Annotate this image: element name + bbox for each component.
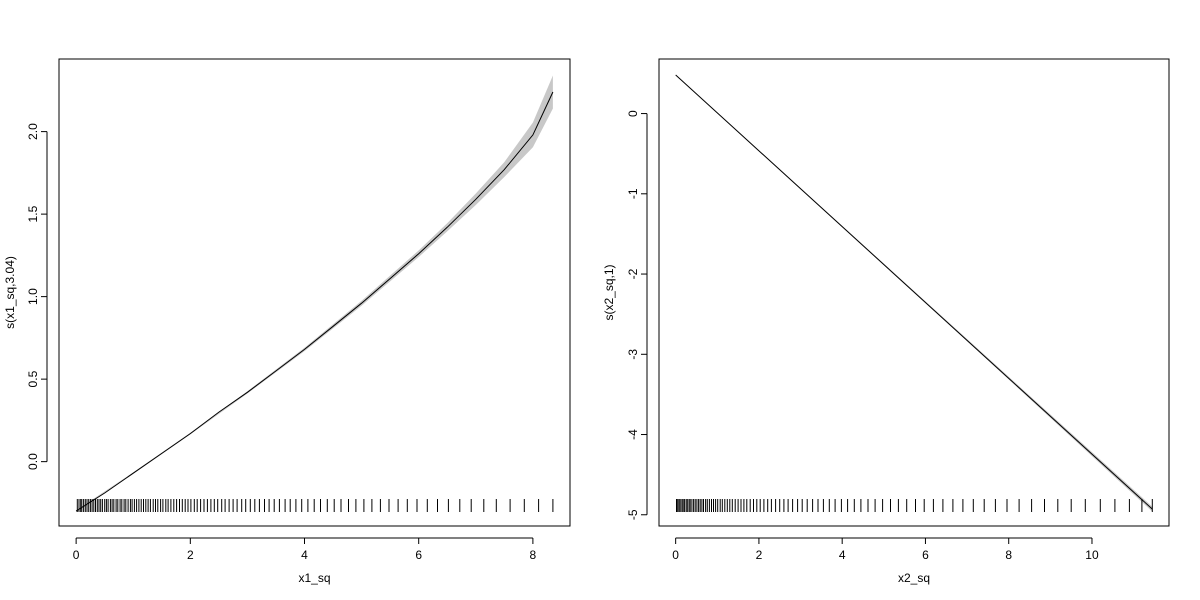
x-tick-label: 0 [672,548,679,562]
x-tick-label: 6 [922,548,929,562]
x-tick-label: 0 [73,548,80,562]
x-tick-label: 8 [1005,548,1012,562]
x-tick-label: 4 [839,548,846,562]
y-tick-label: 0.0 [26,453,40,470]
x-axis-label: x2_sq [898,571,930,585]
y-axis: 0.0 0.5 1.0 1.5 2.0 [26,123,48,470]
x-tick-label: 8 [530,548,537,562]
panel-x2-sq: 0 2 4 6 8 10 0 -1 -2 -3 -4 -5 x2_sq s(x2_sq,1) [602,58,1170,585]
panel-x1-sq: 0 2 4 6 8 0.0 0.5 1.0 1.5 2.0 x1_sq s(x1_sq,3.04… [3,58,571,585]
y-axis-label: s(x1_sq,3.04) [3,256,17,329]
y-tick-label: 1.5 [26,205,40,222]
x-tick-label: 2 [187,548,194,562]
y-axis-label: s(x2_sq,1) [602,264,616,320]
fit-line-layer [675,74,1153,510]
x-tick-label: 6 [415,548,422,562]
y-tick-label: 1.0 [26,288,40,305]
y-tick-label: -5 [626,509,640,520]
rug-layer [676,499,1153,512]
y-tick-label: -3 [626,349,640,360]
x-tick-label: 10 [1085,548,1099,562]
x-tick-label: 4 [301,548,308,562]
x-axis-label: x1_sq [298,571,330,585]
y-tick-label: -2 [626,268,640,279]
y-axis: 0 -1 -2 -3 -4 -5 [626,110,648,520]
rug-layer [76,499,554,512]
fit-line-layer [75,91,554,512]
x-axis: 0 2 4 6 8 10 [672,537,1099,562]
x-tick-label: 2 [756,548,763,562]
confidence-band-layer [76,75,553,512]
plot-box [658,58,1170,527]
fit-line [75,91,554,512]
confidence-band [76,75,553,512]
x-axis: 0 2 4 6 8 [73,537,537,562]
y-tick-label: -1 [626,188,640,199]
y-tick-label: -4 [626,429,640,440]
y-tick-label: 0.5 [26,370,40,387]
fit-line [675,74,1153,510]
y-tick-label: 0 [626,110,640,117]
plot-box [58,58,571,527]
y-tick-label: 2.0 [26,123,40,140]
